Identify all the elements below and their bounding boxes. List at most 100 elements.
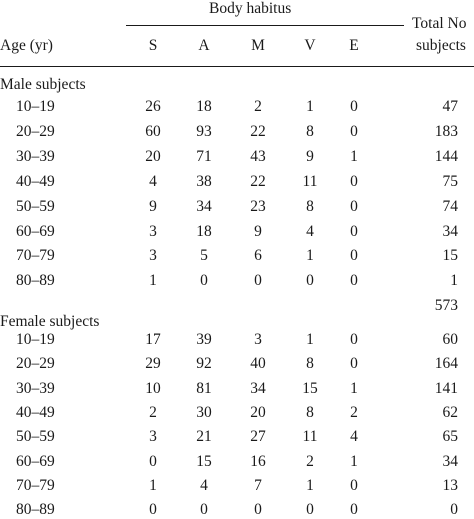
value-cell: 1 [306,247,314,265]
value-cell: 9 [254,222,262,240]
value-cell: 9 [149,197,157,215]
value-cell: 2 [306,452,314,470]
age-range-cell: 10–19 [16,331,55,348]
column-header-v: V [304,37,316,54]
male-grand-total: 573 [434,297,458,314]
column-header-e: E [349,37,359,54]
age-range-cell: 40–49 [16,172,55,190]
value-cell: 92 [196,355,212,373]
age-range-cell: 40–49 [16,403,55,421]
value-cell: 1 [306,331,314,348]
age-range-cell: 60–69 [16,452,55,470]
total-cell: 65 [442,428,459,446]
value-cell: 2 [254,98,262,115]
age-column-header: Age (yr) [0,37,53,54]
value-cell: 40 [250,355,266,373]
age-range-cell: 50–59 [16,428,55,446]
value-cell: 15 [196,452,212,470]
total-cell: 15 [442,247,459,265]
value-cell: 0 [306,501,314,519]
total-cell: 34 [442,222,459,240]
value-cell: 1 [306,476,314,494]
value-cell: 4 [306,222,314,240]
value-cell: 15 [302,379,318,397]
value-cell: 4 [149,172,157,190]
age-range-cell: 80–89 [16,501,55,519]
value-cell: 0 [306,272,314,290]
value-cell: 0 [350,98,358,115]
column-header-s: S [148,37,158,54]
value-cell: 20 [250,403,266,421]
total-cell: 34 [442,452,459,470]
value-cell: 18 [196,98,212,115]
total-cell: 141 [434,379,458,397]
value-cell: 3 [254,331,262,348]
value-cell: 1 [149,476,157,494]
value-cell: 34 [196,197,212,215]
value-cell: 9 [306,147,314,165]
value-cell: 43 [250,147,266,165]
total-cell: 164 [434,355,458,373]
value-cell: 11 [302,172,318,190]
total-cell: 183 [434,122,458,140]
value-cell: 60 [145,122,161,140]
value-cell: 2 [350,403,358,421]
value-cell: 39 [196,331,212,348]
value-cell: 21 [196,428,212,446]
age-range-cell: 70–79 [16,247,55,265]
age-range-cell: 50–59 [16,197,55,215]
column-header-m: M [251,37,265,54]
header-group-rule [126,25,404,26]
age-range-cell: 80–89 [16,272,55,290]
total-cell: 13 [442,476,459,494]
value-cell: 0 [350,501,358,519]
value-cell: 1 [306,98,314,115]
value-cell: 71 [196,147,212,165]
value-cell: 16 [250,452,266,470]
total-cell: 62 [442,403,459,421]
value-cell: 0 [149,501,157,519]
value-cell: 0 [350,247,358,265]
total-header-line1: Total No [412,15,467,32]
value-cell: 7 [254,476,262,494]
value-cell: 5 [200,247,208,265]
female-section-label: Female subjects [0,313,100,330]
value-cell: 20 [145,147,161,165]
value-cell: 8 [306,197,314,215]
value-cell: 27 [250,428,266,446]
age-range-cell: 30–39 [16,147,55,165]
value-cell: 0 [350,476,358,494]
value-cell: 30 [196,403,212,421]
age-range-cell: 10–19 [16,98,55,115]
value-cell: 8 [306,355,314,373]
value-cell: 2 [149,403,157,421]
value-cell: 8 [306,403,314,421]
value-cell: 3 [149,222,157,240]
value-cell: 0 [200,501,208,519]
value-cell: 11 [302,428,318,446]
value-cell: 3 [149,247,157,265]
value-cell: 1 [149,272,157,290]
value-cell: 26 [145,98,161,115]
header-bottom-rule [0,66,474,67]
value-cell: 1 [350,452,358,470]
value-cell: 23 [250,197,266,215]
total-cell: 144 [434,147,458,165]
value-cell: 4 [200,476,208,494]
value-cell: 0 [254,272,262,290]
value-cell: 6 [254,247,262,265]
value-cell: 3 [149,428,157,446]
value-cell: 4 [350,428,358,446]
value-cell: 0 [350,272,358,290]
value-cell: 10 [145,379,161,397]
value-cell: 34 [250,379,266,397]
value-cell: 0 [200,272,208,290]
value-cell: 0 [350,197,358,215]
value-cell: 22 [250,122,266,140]
total-header-line2: subjects [416,37,466,54]
value-cell: 38 [196,172,212,190]
value-cell: 22 [250,172,266,190]
value-cell: 17 [145,331,161,348]
age-range-cell: 30–39 [16,379,55,397]
body-habitus-header: Body habitus [209,0,292,17]
